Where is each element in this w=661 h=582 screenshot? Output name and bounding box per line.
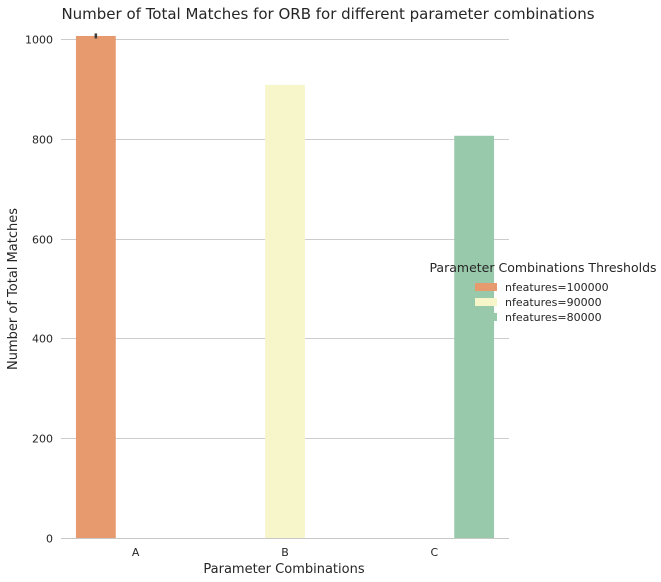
y-tick-label: 0 xyxy=(46,533,53,546)
y-axis-label: Number of Total Matches xyxy=(6,208,21,370)
y-axis-ticks: 0 200 400 600 800 1000 xyxy=(25,34,53,546)
x-tick-label: A xyxy=(132,546,140,559)
legend-label: nfeatures=90000 xyxy=(505,296,602,309)
x-tick-label: C xyxy=(430,546,438,559)
y-tick-label: 1000 xyxy=(25,34,53,47)
legend-swatch xyxy=(475,283,497,291)
bar xyxy=(75,35,116,538)
bar xyxy=(454,135,495,538)
x-axis-label: Parameter Combinations xyxy=(203,562,364,577)
legend-title: Parameter Combinations Thresholds xyxy=(429,260,656,275)
chart-title: Number of Total Matches for ORB for diff… xyxy=(61,5,594,23)
y-tick-label: 800 xyxy=(32,134,53,147)
legend: Parameter Combinations Thresholds nfeatu… xyxy=(429,260,656,324)
y-tick-label: 400 xyxy=(32,333,53,346)
bar xyxy=(265,84,305,539)
bars xyxy=(75,35,495,539)
y-tick-label: 200 xyxy=(32,433,53,446)
x-tick-label: B xyxy=(281,546,289,559)
legend-label: nfeatures=80000 xyxy=(505,311,602,324)
legend-swatch xyxy=(475,313,497,321)
y-tick-label: 600 xyxy=(32,234,53,247)
x-axis-ticks: A B C xyxy=(132,546,439,559)
legend-swatch xyxy=(475,298,497,306)
legend-label: nfeatures=100000 xyxy=(505,281,609,294)
